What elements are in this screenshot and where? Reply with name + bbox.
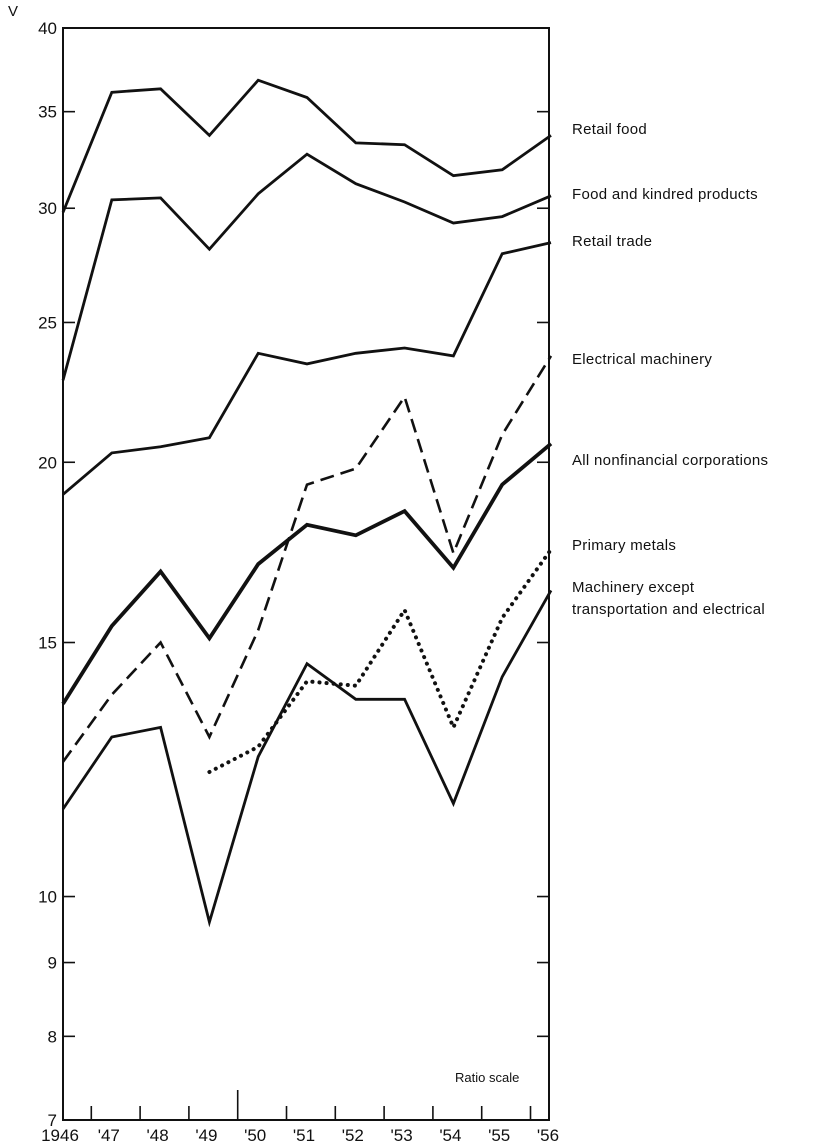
series-label: transportation and electrical: [572, 601, 765, 618]
x-tick-label: '56: [537, 1126, 559, 1143]
series-label: Retail food: [572, 121, 647, 138]
x-tick-label: '52: [342, 1126, 364, 1143]
x-tick-label: '54: [439, 1126, 461, 1143]
x-tick-label: '51: [293, 1126, 315, 1143]
series-label: Machinery except: [572, 579, 695, 596]
y-tick-label: 9: [48, 954, 57, 973]
series-line-4: [61, 442, 553, 705]
scale-note: Ratio scale: [455, 1070, 519, 1085]
series-label: Primary metals: [572, 537, 676, 554]
x-ticks: 1946 '47 '48 '49 '50 '51 '52 '53 '54 '55 '56: [41, 1090, 559, 1143]
y-tick-label: 7: [48, 1111, 57, 1130]
series-line-6: [61, 589, 553, 928]
x-tick-label: '53: [391, 1126, 413, 1143]
y-tick-label: 30: [38, 199, 57, 218]
y-tick-label: 8: [48, 1027, 57, 1046]
series-label: Retail trade: [572, 233, 652, 250]
y-tick-label: 15: [38, 634, 57, 653]
series-line-0: [61, 78, 552, 213]
x-tick-label: '50: [244, 1126, 266, 1143]
y-tick-label: 20: [38, 453, 57, 472]
series-line-5: [207, 547, 553, 774]
y-tick-label: 10: [38, 888, 57, 907]
series-lines: [61, 78, 553, 928]
y-axis-label: V: [8, 3, 18, 20]
series-line-1: [61, 152, 552, 381]
series-label: Electrical machinery: [572, 351, 712, 368]
series-label: All nonfinancial corporations: [572, 452, 768, 469]
y-tick-label: 40: [38, 19, 57, 38]
y-tick-label: 25: [38, 313, 57, 332]
y-tick-label: 35: [38, 103, 57, 122]
x-tick-label: 1946: [41, 1126, 79, 1143]
y-ticks: 7 8 9 10 15 20 25 30 35 40: [38, 19, 549, 1130]
series-label: Food and kindred products: [572, 186, 758, 203]
series-line-2: [62, 241, 552, 496]
x-tick-label: '49: [195, 1126, 217, 1143]
x-tick-label: '55: [488, 1126, 510, 1143]
series-line-3: [61, 355, 553, 763]
x-tick-label: '47: [98, 1126, 120, 1143]
series-labels: Retail food Food and kindred products Reta…: [572, 121, 768, 618]
plot-frame: [62, 27, 550, 1121]
x-tick-label: '48: [147, 1126, 169, 1143]
